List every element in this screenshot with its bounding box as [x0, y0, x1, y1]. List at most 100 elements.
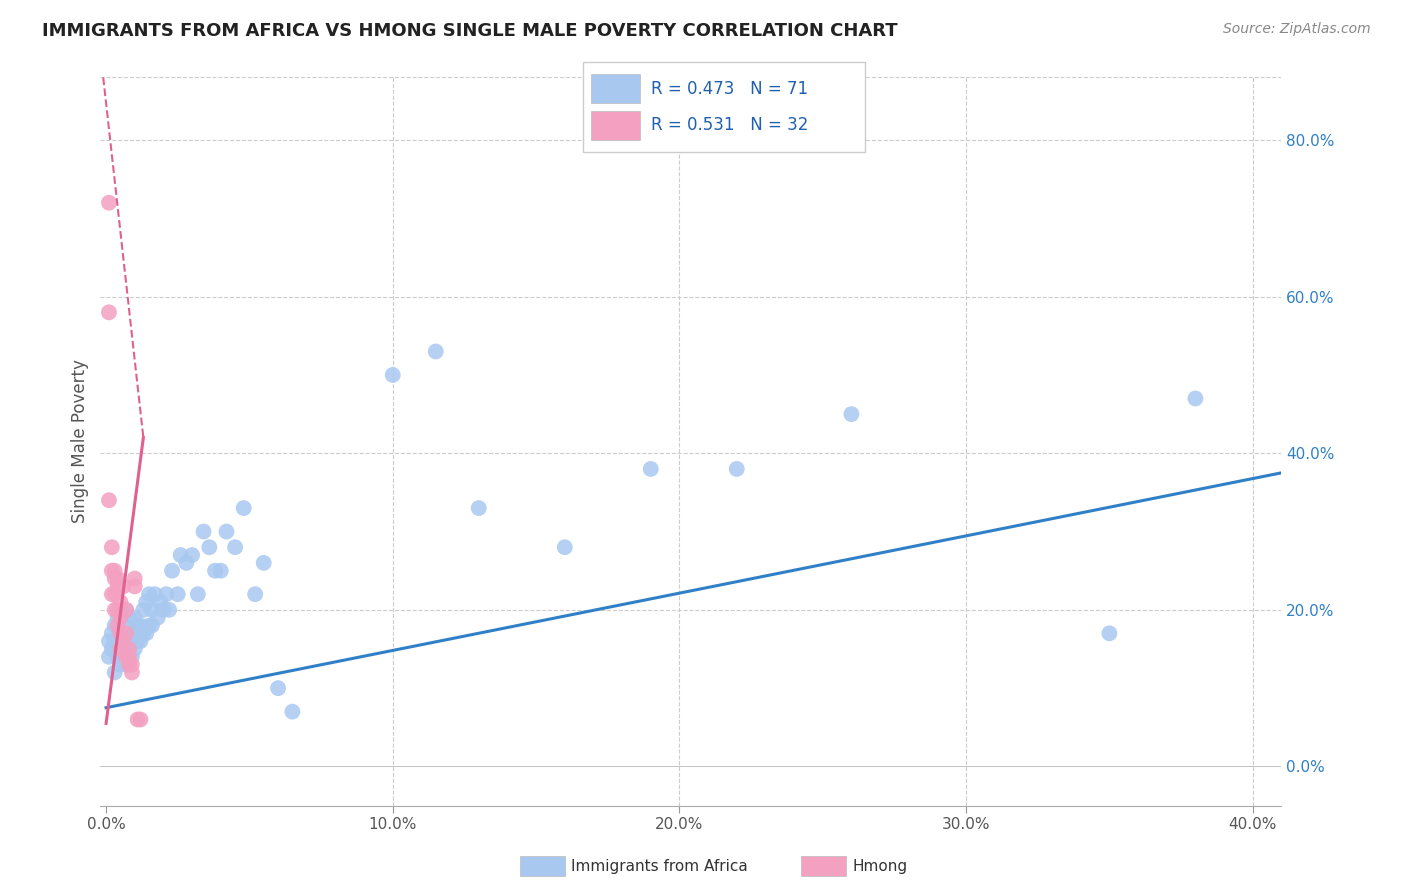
Point [107, 618, 129, 632]
Point [104, 618, 127, 632]
Point [118, 610, 141, 624]
Point [141, 603, 163, 617]
Point [112, 649, 135, 664]
Point [166, 587, 188, 601]
Point [121, 649, 143, 664]
Point [101, 540, 124, 554]
Point [243, 587, 266, 601]
Point [127, 634, 149, 648]
Point [124, 642, 146, 657]
Point [115, 642, 138, 657]
Point [107, 634, 129, 648]
Point [281, 705, 304, 719]
Point [110, 626, 132, 640]
Point [118, 626, 141, 640]
Point [187, 587, 209, 601]
Point [841, 407, 863, 421]
Point [146, 610, 169, 624]
Point [135, 595, 157, 609]
Y-axis label: Single Male Poverty: Single Male Poverty [72, 359, 89, 524]
Point [110, 642, 132, 657]
Point [107, 649, 129, 664]
Point [640, 462, 662, 476]
Point [112, 579, 135, 593]
Point [554, 540, 576, 554]
Point [124, 610, 146, 624]
Point [253, 556, 276, 570]
Point [118, 649, 141, 664]
Point [121, 626, 143, 640]
Point [132, 626, 155, 640]
Text: R = 0.473   N = 71: R = 0.473 N = 71 [651, 79, 808, 98]
Point [127, 618, 149, 632]
Point [101, 642, 124, 657]
Point [1098, 626, 1121, 640]
Point [149, 595, 172, 609]
Text: Immigrants from Africa: Immigrants from Africa [571, 859, 748, 873]
Point [112, 634, 135, 648]
Point [138, 618, 160, 632]
Point [1184, 392, 1206, 406]
Point [143, 587, 166, 601]
Text: IMMIGRANTS FROM AFRICA VS HMONG SINGLE MALE POVERTY CORRELATION CHART: IMMIGRANTS FROM AFRICA VS HMONG SINGLE M… [42, 22, 898, 40]
Point [193, 524, 215, 539]
Point [104, 634, 127, 648]
Point [725, 462, 748, 476]
Point [97, 195, 120, 210]
Point [101, 587, 124, 601]
Point [132, 603, 155, 617]
Point [209, 564, 232, 578]
Point [107, 572, 129, 586]
Point [176, 556, 198, 570]
Text: Source: ZipAtlas.com: Source: ZipAtlas.com [1223, 22, 1371, 37]
Point [97, 649, 120, 664]
Point [104, 603, 127, 617]
Point [381, 368, 404, 382]
Point [267, 681, 290, 695]
Point [115, 657, 138, 672]
Point [124, 572, 146, 586]
Point [97, 305, 120, 319]
Point [104, 572, 127, 586]
Point [204, 564, 226, 578]
Point [129, 713, 152, 727]
Point [141, 618, 163, 632]
Point [112, 634, 135, 648]
Point [110, 626, 132, 640]
Point [157, 603, 180, 617]
Point [169, 548, 191, 562]
Point [104, 587, 127, 601]
Point [118, 642, 141, 657]
Point [129, 634, 152, 648]
Point [121, 665, 143, 680]
Point [138, 587, 160, 601]
Point [104, 665, 127, 680]
Point [107, 610, 129, 624]
Point [101, 626, 124, 640]
Point [224, 540, 246, 554]
Point [155, 587, 177, 601]
Text: R = 0.531   N = 32: R = 0.531 N = 32 [651, 116, 808, 135]
Point [127, 713, 149, 727]
Point [97, 493, 120, 508]
Point [110, 595, 132, 609]
Point [160, 564, 183, 578]
Point [97, 634, 120, 648]
Point [115, 603, 138, 617]
Point [425, 344, 447, 359]
Point [198, 540, 221, 554]
Point [129, 618, 152, 632]
Point [104, 564, 127, 578]
Point [121, 657, 143, 672]
Point [101, 564, 124, 578]
Point [468, 501, 491, 516]
Point [107, 579, 129, 593]
Point [110, 642, 132, 657]
Point [107, 603, 129, 617]
Text: Hmong: Hmong [852, 859, 907, 873]
Point [112, 618, 135, 632]
Point [124, 579, 146, 593]
Point [115, 649, 138, 664]
Point [152, 603, 174, 617]
Point [110, 610, 132, 624]
